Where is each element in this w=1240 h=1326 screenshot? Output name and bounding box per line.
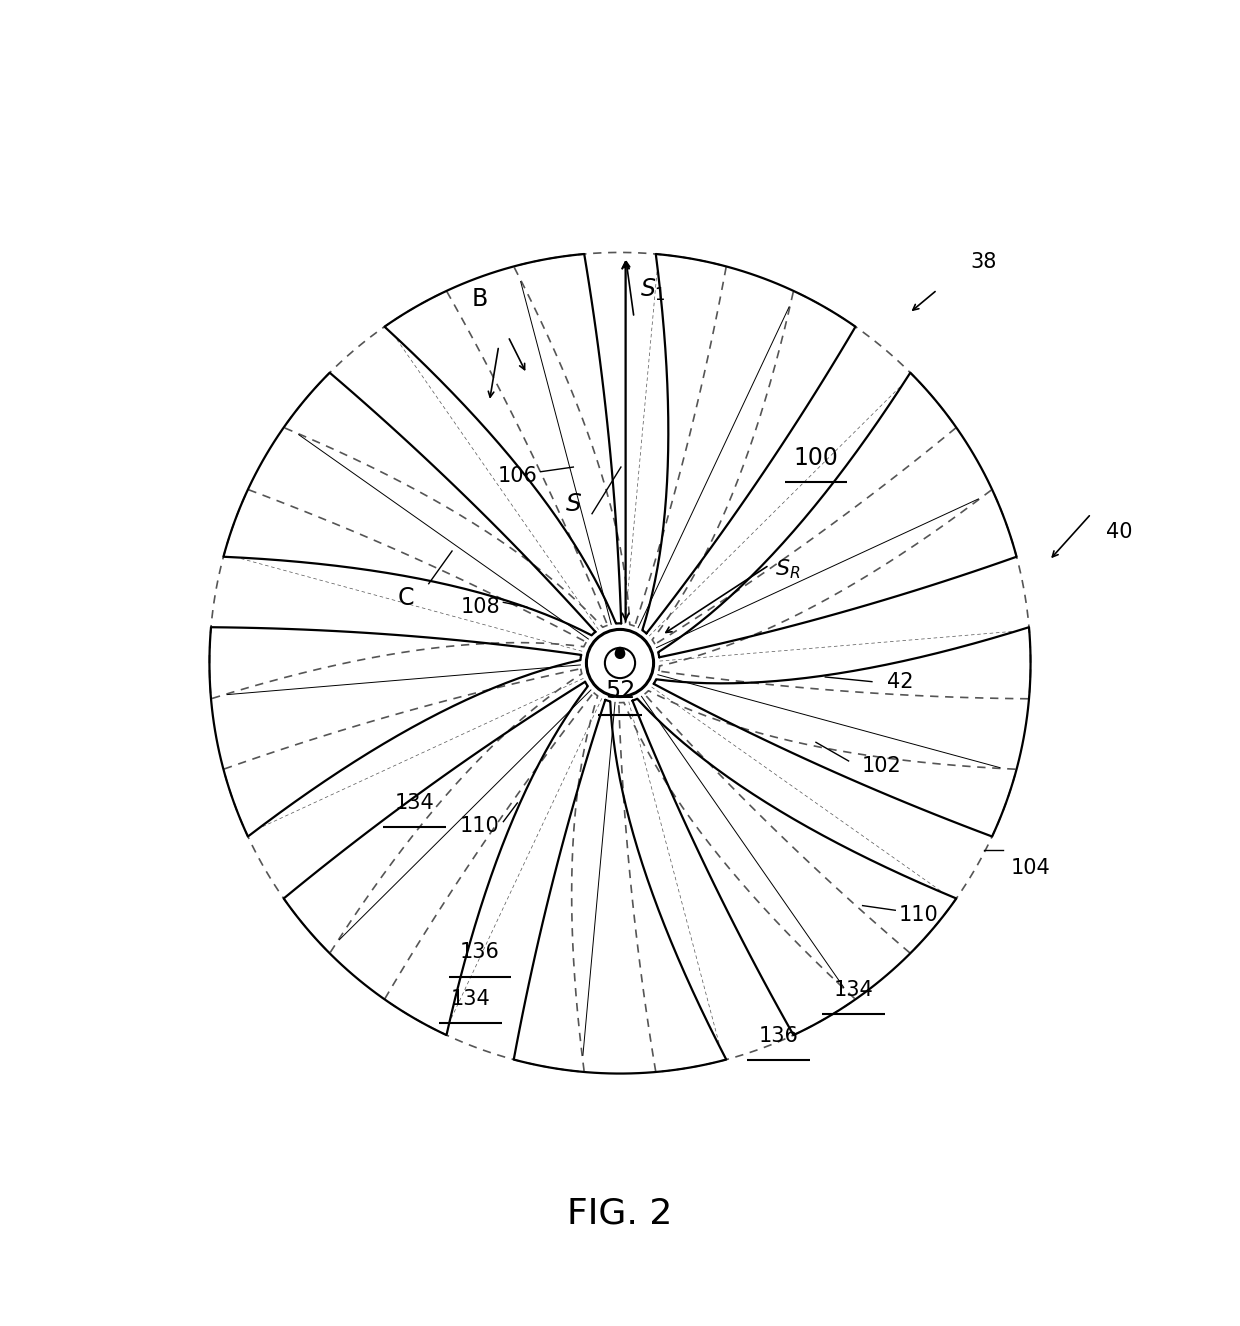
Text: 134: 134 <box>451 989 491 1009</box>
Text: FIG. 2: FIG. 2 <box>568 1196 672 1231</box>
Text: 134: 134 <box>833 980 873 1000</box>
Text: $S_1$: $S_1$ <box>640 277 666 302</box>
Text: 52: 52 <box>605 679 635 703</box>
Text: 136: 136 <box>759 1026 799 1046</box>
Text: 104: 104 <box>1011 858 1050 878</box>
Text: 136: 136 <box>460 943 500 963</box>
Text: 102: 102 <box>862 756 901 776</box>
Text: 108: 108 <box>460 597 500 617</box>
Text: 134: 134 <box>394 793 434 813</box>
Text: B: B <box>472 288 489 312</box>
Text: 100: 100 <box>794 446 838 469</box>
Text: 42: 42 <box>887 672 913 692</box>
Text: 106: 106 <box>497 467 537 487</box>
Text: 40: 40 <box>1106 522 1132 542</box>
Circle shape <box>615 648 625 658</box>
Text: 110: 110 <box>460 817 500 837</box>
Text: 38: 38 <box>971 252 997 272</box>
Text: S: S <box>565 492 582 516</box>
Text: 110: 110 <box>899 904 939 926</box>
Text: $S_R$: $S_R$ <box>775 558 801 582</box>
Text: C: C <box>397 586 414 610</box>
